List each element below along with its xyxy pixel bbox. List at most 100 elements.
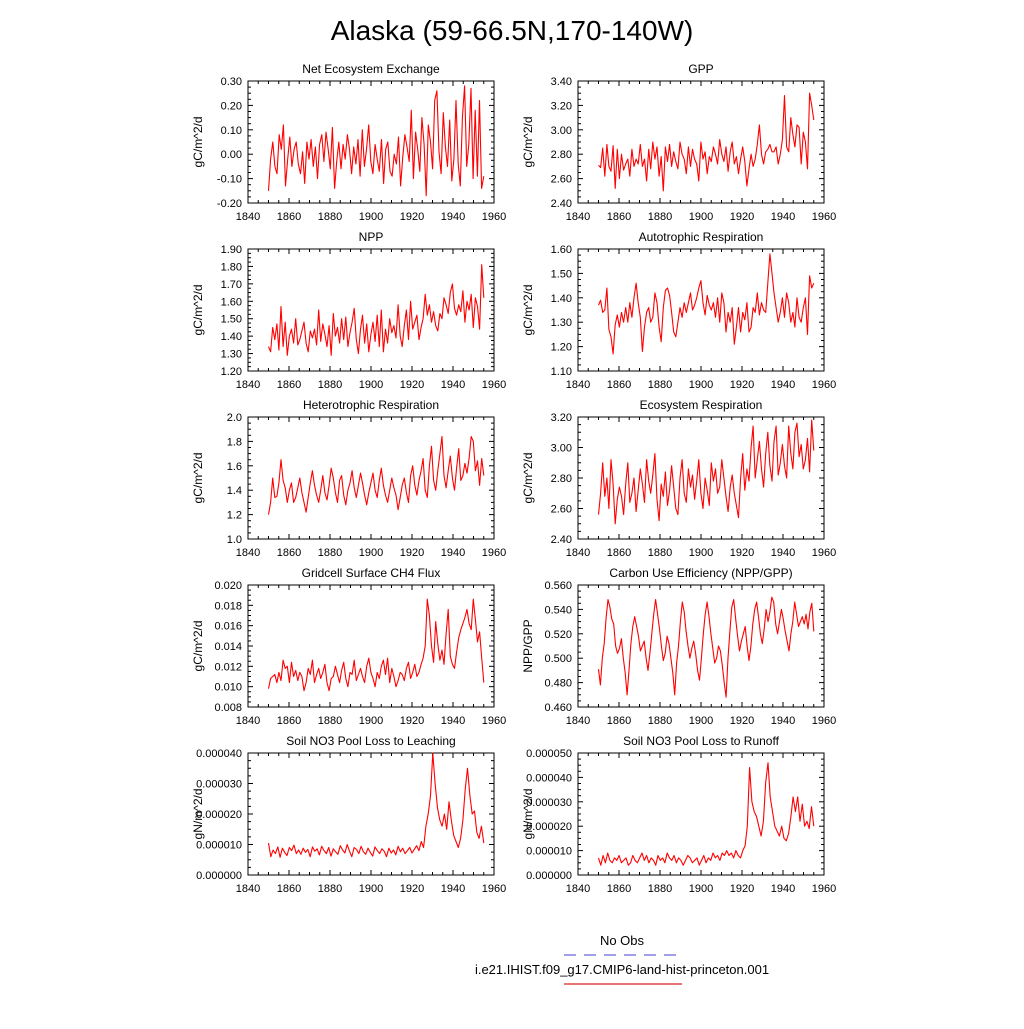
y-tick-label: 2.0 xyxy=(227,412,242,424)
x-tick-label: 1960 xyxy=(812,211,836,223)
panel-net-ecosystem-exchange: Net Ecosystem Exchange gC/m^2/d 1840 1860 18… xyxy=(191,62,506,223)
y-tick-label: 0.000020 xyxy=(196,809,242,821)
y-axis-label: gC/m^2/d xyxy=(191,453,205,504)
x-tick-label: 1920 xyxy=(730,379,754,391)
x-tick-label: 1840 xyxy=(566,547,590,559)
x-tick-label: 1940 xyxy=(771,211,795,223)
y-axis-label: gN/m^2/d xyxy=(521,789,535,840)
x-tick-label: 1880 xyxy=(318,379,342,391)
x-tick-label: 1840 xyxy=(236,211,260,223)
series-line xyxy=(267,264,485,356)
x-tick-label: 1940 xyxy=(441,211,465,223)
x-tick-label: 1840 xyxy=(566,211,590,223)
x-tick-label: 1920 xyxy=(400,715,424,727)
panel-autotrophic-respiration: Autotrophic Respiration gC/m^2/d 1840 1860 1… xyxy=(521,230,836,391)
y-tick-label: -0.10 xyxy=(217,174,242,186)
y-tick-label: 1.4 xyxy=(227,485,242,497)
x-tick-label: 1940 xyxy=(771,883,795,895)
y-tick-label: 1.40 xyxy=(221,331,242,343)
y-tick-label: 0.000000 xyxy=(526,870,572,882)
x-tick-label: 1920 xyxy=(730,883,754,895)
x-tick-label: 1920 xyxy=(730,547,754,559)
x-tick-label: 1840 xyxy=(236,547,260,559)
y-tick-label: 0.500 xyxy=(544,653,572,665)
y-tick-label: 0.000010 xyxy=(526,846,572,858)
panel-title: Soil NO3 Pool Loss to Leaching xyxy=(286,734,455,748)
y-tick-label: 0.480 xyxy=(544,678,572,690)
panel-title: Ecosystem Respiration xyxy=(640,398,763,412)
panel-carbon-use-efficiency-npp-gpp: Carbon Use Efficiency (NPP/GPP) NPP/GPP 18… xyxy=(521,566,836,727)
panel-title: Carbon Use Efficiency (NPP/GPP) xyxy=(609,566,792,580)
x-tick-label: 1900 xyxy=(359,547,383,559)
y-tick-label: 0.000000 xyxy=(196,870,242,882)
x-tick-label: 1920 xyxy=(400,547,424,559)
y-tick-label: 0.000020 xyxy=(526,821,572,833)
x-tick-label: 1840 xyxy=(566,715,590,727)
y-tick-label: 2.60 xyxy=(551,504,572,516)
panel-npp: NPP gC/m^2/d 1840 1860 1880 1900 1920 1940 1960 1… xyxy=(191,230,506,391)
y-tick-label: 3.20 xyxy=(551,412,572,424)
x-tick-label: 1860 xyxy=(607,883,631,895)
plot-frame xyxy=(577,248,825,372)
y-tick-label: 0.014 xyxy=(214,641,242,653)
x-tick-label: 1940 xyxy=(771,547,795,559)
y-tick-label: 1.60 xyxy=(221,296,242,308)
y-tick-label: 2.40 xyxy=(551,198,572,210)
plot-frame xyxy=(247,752,495,876)
y-tick-label: 0.012 xyxy=(214,661,242,673)
x-tick-label: 1900 xyxy=(359,883,383,895)
x-tick-label: 1960 xyxy=(482,379,506,391)
series-line xyxy=(267,85,485,197)
y-tick-label: 0.018 xyxy=(214,600,242,612)
y-tick-label: 3.00 xyxy=(551,125,572,137)
x-tick-label: 1900 xyxy=(359,211,383,223)
y-tick-label: 0.010 xyxy=(214,682,242,694)
x-tick-label: 1940 xyxy=(441,883,465,895)
y-tick-label: 1.60 xyxy=(551,244,572,256)
x-tick-label: 1940 xyxy=(441,379,465,391)
y-tick-label: 0.10 xyxy=(221,125,242,137)
x-tick-label: 1880 xyxy=(318,715,342,727)
x-tick-label: 1960 xyxy=(482,547,506,559)
x-tick-label: 1860 xyxy=(277,211,301,223)
series-line xyxy=(267,752,485,858)
x-tick-label: 1900 xyxy=(689,715,713,727)
panel-title: NPP xyxy=(359,230,384,244)
x-tick-label: 1880 xyxy=(318,211,342,223)
y-tick-label: 1.10 xyxy=(551,366,572,378)
panel-ecosystem-respiration: Ecosystem Respiration gC/m^2/d 1840 1860 188… xyxy=(521,398,836,559)
y-tick-label: 0.020 xyxy=(214,580,242,592)
y-tick-label: 1.50 xyxy=(551,268,572,280)
series-line xyxy=(597,596,815,698)
panel-title: Net Ecosystem Exchange xyxy=(302,62,440,76)
y-tick-label: 3.00 xyxy=(551,443,572,455)
legend-label-model-run: i.e21.IHIST.f09_g17.CMIP6-land-hist-prin… xyxy=(475,962,769,977)
y-tick-label: 0.008 xyxy=(214,702,242,714)
y-axis-label: gC/m^2/d xyxy=(521,117,535,168)
series-line xyxy=(267,435,485,515)
x-tick-label: 1940 xyxy=(771,379,795,391)
y-tick-label: 0.000050 xyxy=(526,748,572,760)
figure-title: Alaska (59-66.5N,170-140W) xyxy=(331,15,694,46)
y-tick-label: 2.40 xyxy=(551,534,572,546)
panel-title: Soil NO3 Pool Loss to Runoff xyxy=(623,734,780,748)
panel-gridcell-surface-ch4-flux: Gridcell Surface CH4 Flux gC/m^2/d 1840 186… xyxy=(191,566,506,727)
y-tick-label: 0.000040 xyxy=(196,748,242,760)
y-tick-label: 0.520 xyxy=(544,629,572,641)
plot-frame xyxy=(577,584,825,708)
y-tick-label: 3.20 xyxy=(551,100,572,112)
x-tick-label: 1940 xyxy=(441,715,465,727)
legend-label-no-obs: No Obs xyxy=(600,933,645,948)
y-axis-label: gN/m^2/d xyxy=(191,789,205,840)
x-tick-label: 1920 xyxy=(400,211,424,223)
y-tick-label: 1.20 xyxy=(551,342,572,354)
y-axis-label: gC/m^2/d xyxy=(191,285,205,336)
y-tick-label: 1.20 xyxy=(221,366,242,378)
y-axis-label: gC/m^2/d xyxy=(191,117,205,168)
y-tick-label: 1.30 xyxy=(221,349,242,361)
x-tick-label: 1960 xyxy=(812,547,836,559)
x-tick-label: 1860 xyxy=(607,379,631,391)
series-line xyxy=(267,598,485,692)
y-tick-label: 0.000040 xyxy=(526,772,572,784)
x-tick-label: 1840 xyxy=(236,883,260,895)
